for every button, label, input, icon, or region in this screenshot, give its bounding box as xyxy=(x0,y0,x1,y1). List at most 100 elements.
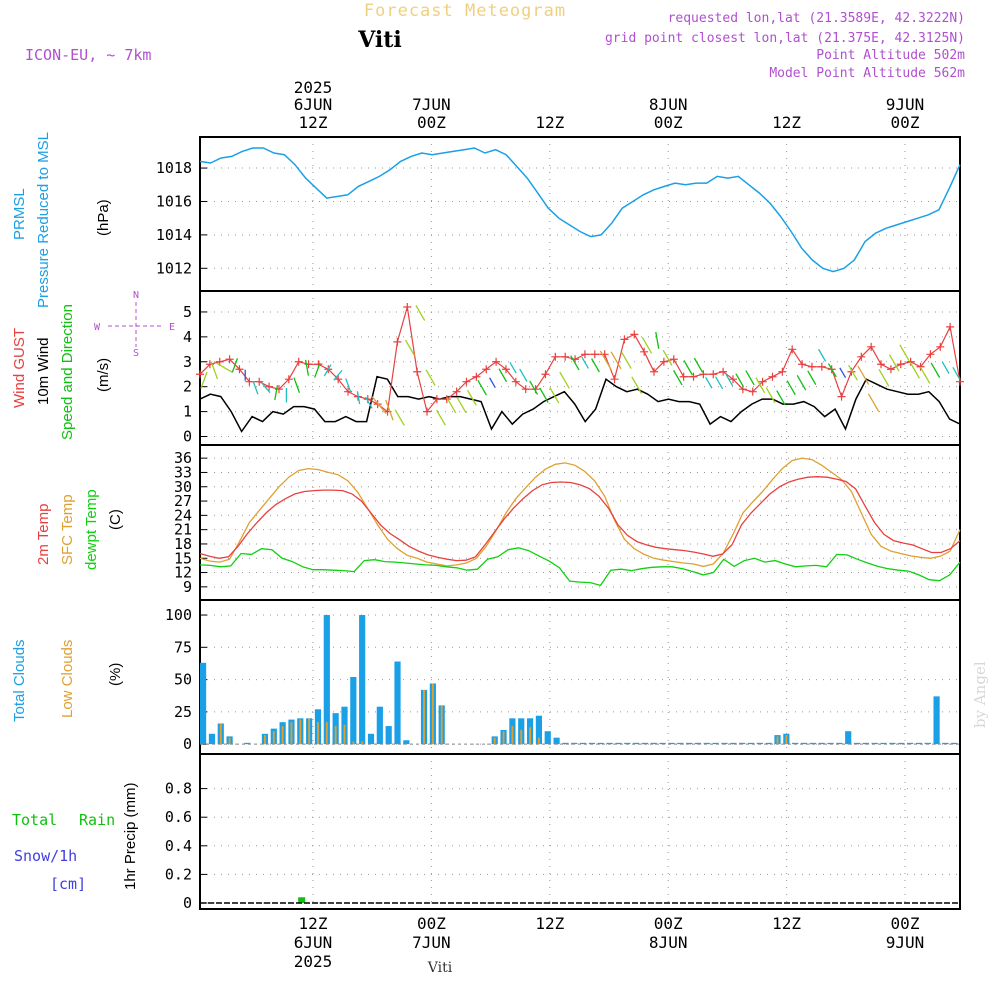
footer-location: Viti xyxy=(427,960,453,976)
wind-direction-arrow xyxy=(818,348,827,362)
low-cloud-bar xyxy=(520,729,523,745)
y-tick-label: 24 xyxy=(174,506,192,524)
low-cloud-bar xyxy=(228,737,231,745)
low-cloud-bar xyxy=(308,718,311,745)
low-cloud-bar xyxy=(776,736,779,745)
total-cloud-bar xyxy=(385,726,392,745)
total-cloud-bar xyxy=(668,742,675,745)
compass-w: W xyxy=(94,322,101,333)
time-label-bottom: 12Z xyxy=(535,914,564,933)
total-cloud-bar xyxy=(880,742,887,745)
total-cloud-bar xyxy=(650,742,657,745)
y-tick-label: 50 xyxy=(174,671,192,689)
total-cloud-bar xyxy=(200,662,207,745)
low-cloud-bar xyxy=(502,731,505,745)
gust-marker xyxy=(245,377,254,386)
total-cloud-bar xyxy=(208,733,216,745)
gust-marker xyxy=(393,337,402,346)
total-cloud-bar xyxy=(721,742,728,745)
gust-marker xyxy=(225,355,234,364)
total-cloud-bar xyxy=(933,696,940,745)
wind-direction-arrow xyxy=(796,375,807,391)
t2m-line xyxy=(199,476,961,562)
y-tick-label: 1016 xyxy=(156,192,192,210)
gust-marker xyxy=(728,375,737,384)
time-label-bottom: 00Z xyxy=(891,914,920,933)
low-cloud-bar xyxy=(352,741,355,745)
compass-e: E xyxy=(169,322,175,333)
low-clouds-label: Low Clouds xyxy=(59,640,76,718)
total-cloud-bar xyxy=(544,731,551,745)
snow-label: Snow/1h xyxy=(14,847,77,865)
total-cloud-bar xyxy=(747,742,755,745)
gust-marker xyxy=(334,375,343,384)
compass-rose: N S W E xyxy=(94,290,175,359)
low-cloud-bar xyxy=(299,719,302,745)
wind-direction-arrow xyxy=(839,367,847,379)
time-label-bottom: 12Z xyxy=(299,914,328,933)
total-cloud-bar xyxy=(403,740,410,745)
wind-direction-arrow xyxy=(745,370,755,386)
y-tick-label: 33 xyxy=(174,463,192,481)
gust-marker xyxy=(926,350,935,359)
total-cloud-bar xyxy=(694,742,702,745)
gust-marker xyxy=(610,375,619,384)
gust-marker xyxy=(255,377,264,386)
gust-marker xyxy=(669,355,678,364)
gust-marker xyxy=(699,370,708,379)
location-title: Viti xyxy=(357,27,402,53)
total-cloud-bar xyxy=(765,742,772,745)
time-label-bottom: 00Z xyxy=(654,914,683,933)
pressure-unit-label: (hPa) xyxy=(95,199,112,236)
wind-direction-arrow xyxy=(591,358,600,373)
gust-marker xyxy=(501,365,510,374)
time-label-top: 12Z xyxy=(772,113,801,132)
wind-direction-arrow xyxy=(570,355,580,371)
wind-direction-arrow xyxy=(930,362,941,378)
plot-layer: 1012101410161018012345912151821242730333… xyxy=(156,78,964,971)
total-cloud-bar xyxy=(898,742,905,745)
total-clouds-label: Total Clouds xyxy=(11,639,28,722)
time-label-top: 9JUN xyxy=(886,95,925,114)
low-cloud-bar xyxy=(325,722,328,745)
total-cloud-bar xyxy=(756,742,763,745)
total-cloud-bar xyxy=(659,742,666,745)
wind-direction-arrow xyxy=(888,354,900,372)
wind-direction-arrow xyxy=(735,373,744,388)
requested-coords: requested lon,lat (21.3589E, 42.3222N) xyxy=(668,11,965,26)
gust-marker xyxy=(620,335,629,344)
gust-marker xyxy=(778,367,787,376)
total-cloud-bar xyxy=(359,615,366,745)
y-tick-label: 25 xyxy=(174,703,192,721)
wind-direction-arrow xyxy=(755,377,766,394)
wind-direction-arrow xyxy=(539,387,549,403)
wind-direction-arrow xyxy=(610,351,622,370)
wind-direction-arrow xyxy=(261,382,271,394)
time-label-top: 12Z xyxy=(299,113,328,132)
time-label-top: 00Z xyxy=(417,113,446,132)
wind-direction-arrow xyxy=(599,350,612,370)
gust-marker xyxy=(640,347,649,356)
wind-direction-arrow xyxy=(621,351,632,369)
compass-n: N xyxy=(133,290,139,301)
wind-direction-arrow xyxy=(333,369,343,381)
gust-marker xyxy=(561,352,570,361)
wind-direction-arrow xyxy=(867,393,880,412)
gust-marker xyxy=(857,352,866,361)
wind-direction-arrow xyxy=(489,377,496,389)
time-label-bottom: 2025 xyxy=(294,952,333,971)
gust-marker xyxy=(265,382,274,391)
total-label: Total xyxy=(12,811,57,829)
snow-unit-label: [cm] xyxy=(50,875,86,893)
wind-direction-arrow xyxy=(683,360,693,376)
y-tick-label: 75 xyxy=(174,638,192,656)
gust-marker xyxy=(768,372,777,381)
pressure-line xyxy=(199,147,961,273)
gust-marker xyxy=(284,375,293,384)
y-tick-label: 0.6 xyxy=(165,808,192,826)
wind-direction-arrow xyxy=(356,391,361,405)
low-cloud-bar xyxy=(529,727,531,745)
pressure-labels: PRMSL Pressure Reduced to MSL (hPa) xyxy=(11,132,112,308)
y-tick-label: 0.2 xyxy=(165,865,192,883)
